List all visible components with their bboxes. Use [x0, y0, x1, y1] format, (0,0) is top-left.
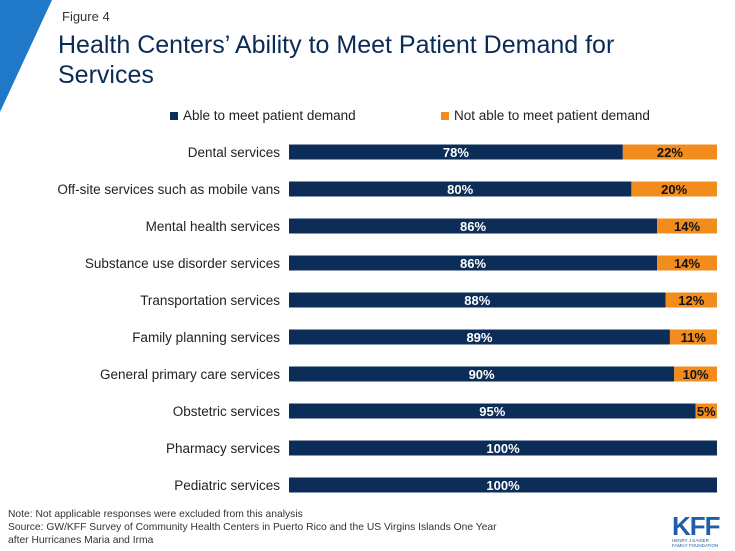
value-label-not-able: 14% [674, 256, 700, 271]
category-label: Mental health services [146, 219, 281, 234]
category-label: Transportation services [140, 293, 280, 308]
bar-able [289, 218, 658, 234]
category-label: General primary care services [100, 367, 280, 382]
bar-not-able [665, 292, 717, 308]
legend-swatch-not-able [441, 111, 449, 120]
note-line: Note: Not applicable responses were excl… [8, 509, 303, 520]
bar-able [289, 144, 623, 160]
category-label: Dental services [188, 145, 281, 160]
logo-text: KFF [672, 511, 721, 541]
value-label-not-able: 11% [681, 330, 707, 345]
value-label-able: 80% [447, 182, 473, 197]
bar-not-able [674, 366, 717, 382]
value-label-not-able: 22% [657, 145, 683, 160]
value-label-able: 86% [460, 219, 486, 234]
category-label: Obstetric services [173, 404, 281, 419]
chart-title: Health Centers’ Ability to Meet Patient … [58, 31, 615, 89]
legend-able: Able to meet patient demand [170, 108, 356, 123]
legend-label-not-able: Not able to meet patient demand [454, 108, 650, 123]
kff-logo: KFF HENRY J KAISER FAMILY FOUNDATION [672, 511, 732, 548]
logo-subtext-1: HENRY J KAISER [672, 538, 709, 543]
source-line-2: after Hurricanes Maria and Irma [8, 535, 154, 546]
value-label-able: 78% [443, 145, 469, 160]
stacked-bar-chart: Dental services 78% 22% Off-site services s… [57, 144, 717, 493]
value-label-not-able: 14% [674, 219, 700, 234]
bar-able [289, 403, 696, 419]
bar-able [289, 329, 670, 345]
legend-swatch-able [170, 111, 178, 120]
bar-able [289, 292, 666, 308]
corner-accent-shape [0, 0, 52, 112]
bar-not-able [695, 403, 717, 419]
value-label-able: 89% [466, 330, 492, 345]
category-label: Substance use disorder services [85, 256, 280, 271]
value-label-able: 100% [486, 478, 520, 493]
value-label-able: 88% [464, 293, 490, 308]
category-label: Family planning services [132, 330, 280, 345]
value-label-able: 95% [479, 404, 505, 419]
legend-not-able: Not able to meet patient demand [441, 108, 650, 123]
footnote: Note: Not applicable responses were excl… [8, 508, 568, 547]
bar-able [289, 366, 675, 382]
source-line-1: Source: GW/KFF Survey of Community Healt… [8, 522, 497, 533]
bar-able [289, 440, 717, 456]
bar-not-able [657, 218, 717, 234]
value-label-not-able: 5% [697, 404, 716, 419]
logo-subtext-2: FAMILY FOUNDATION [672, 543, 719, 548]
bar-not-able [657, 255, 717, 271]
figure-label: Figure 4 [62, 9, 110, 24]
value-label-able: 90% [469, 367, 495, 382]
bar-able [289, 255, 658, 271]
value-label-not-able: 12% [678, 293, 704, 308]
value-label-able: 86% [460, 256, 486, 271]
bar-not-able [622, 144, 717, 160]
value-label-not-able: 20% [661, 182, 687, 197]
value-label-able: 100% [486, 441, 520, 456]
category-label: Pediatric services [174, 478, 280, 493]
bar-not-able [669, 329, 717, 345]
category-label: Off-site services such as mobile vans [57, 182, 280, 197]
legend-label-able: Able to meet patient demand [183, 108, 356, 123]
category-label: Pharmacy services [166, 441, 280, 456]
bar-able [289, 477, 717, 493]
bar-not-able [631, 181, 717, 197]
value-label-not-able: 10% [683, 367, 709, 382]
bar-able [289, 181, 632, 197]
